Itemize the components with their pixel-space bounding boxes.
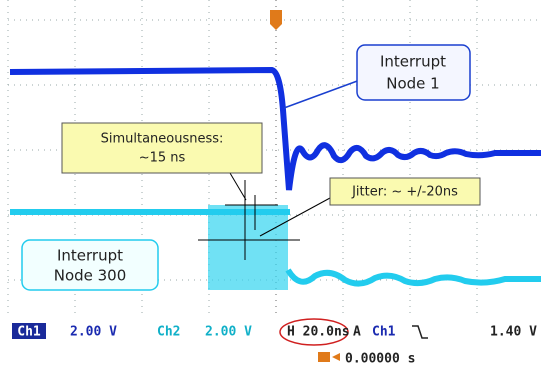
- ch2-label: Ch2: [157, 325, 180, 340]
- node300-jitter-cloud: [208, 205, 288, 290]
- ch2-scale: 2.00 V: [205, 325, 252, 340]
- callout-node300: Interrupt Node 300: [22, 240, 158, 290]
- ch1-label: Ch1: [17, 325, 41, 340]
- callout-jitter: Jitter: ~ +/-20ns: [260, 178, 480, 236]
- callout-text: Interrupt: [380, 53, 446, 71]
- trigger-marker: [270, 10, 282, 30]
- trigger-level: 1.40 V: [490, 325, 537, 340]
- callout-text: Jitter: ~ +/-20ns: [351, 185, 458, 200]
- trigger-mode: A: [353, 325, 361, 340]
- status-bar: Ch1 2.00 V Ch2 2.00 V H 20.0ns A Ch1 1.4…: [12, 319, 537, 367]
- callout-text: Node 300: [54, 267, 127, 285]
- callout-text: Interrupt: [57, 247, 123, 265]
- callout-text: Node 1: [386, 75, 439, 93]
- scope-screen: Interrupt Node 1 Simultaneousness: ~15 n…: [0, 0, 541, 374]
- trigger-source: Ch1: [372, 325, 396, 340]
- callout-text: ~15 ns: [139, 151, 186, 166]
- trigger-position: 0.00000 s: [345, 352, 415, 367]
- horizontal-scale: H 20.0ns: [287, 325, 350, 340]
- callout-node1: Interrupt Node 1: [284, 45, 470, 108]
- callout-text: Simultaneousness:: [101, 132, 224, 147]
- ch1-scale: 2.00 V: [70, 325, 117, 340]
- callout-simultaneousness: Simultaneousness: ~15 ns: [62, 123, 262, 200]
